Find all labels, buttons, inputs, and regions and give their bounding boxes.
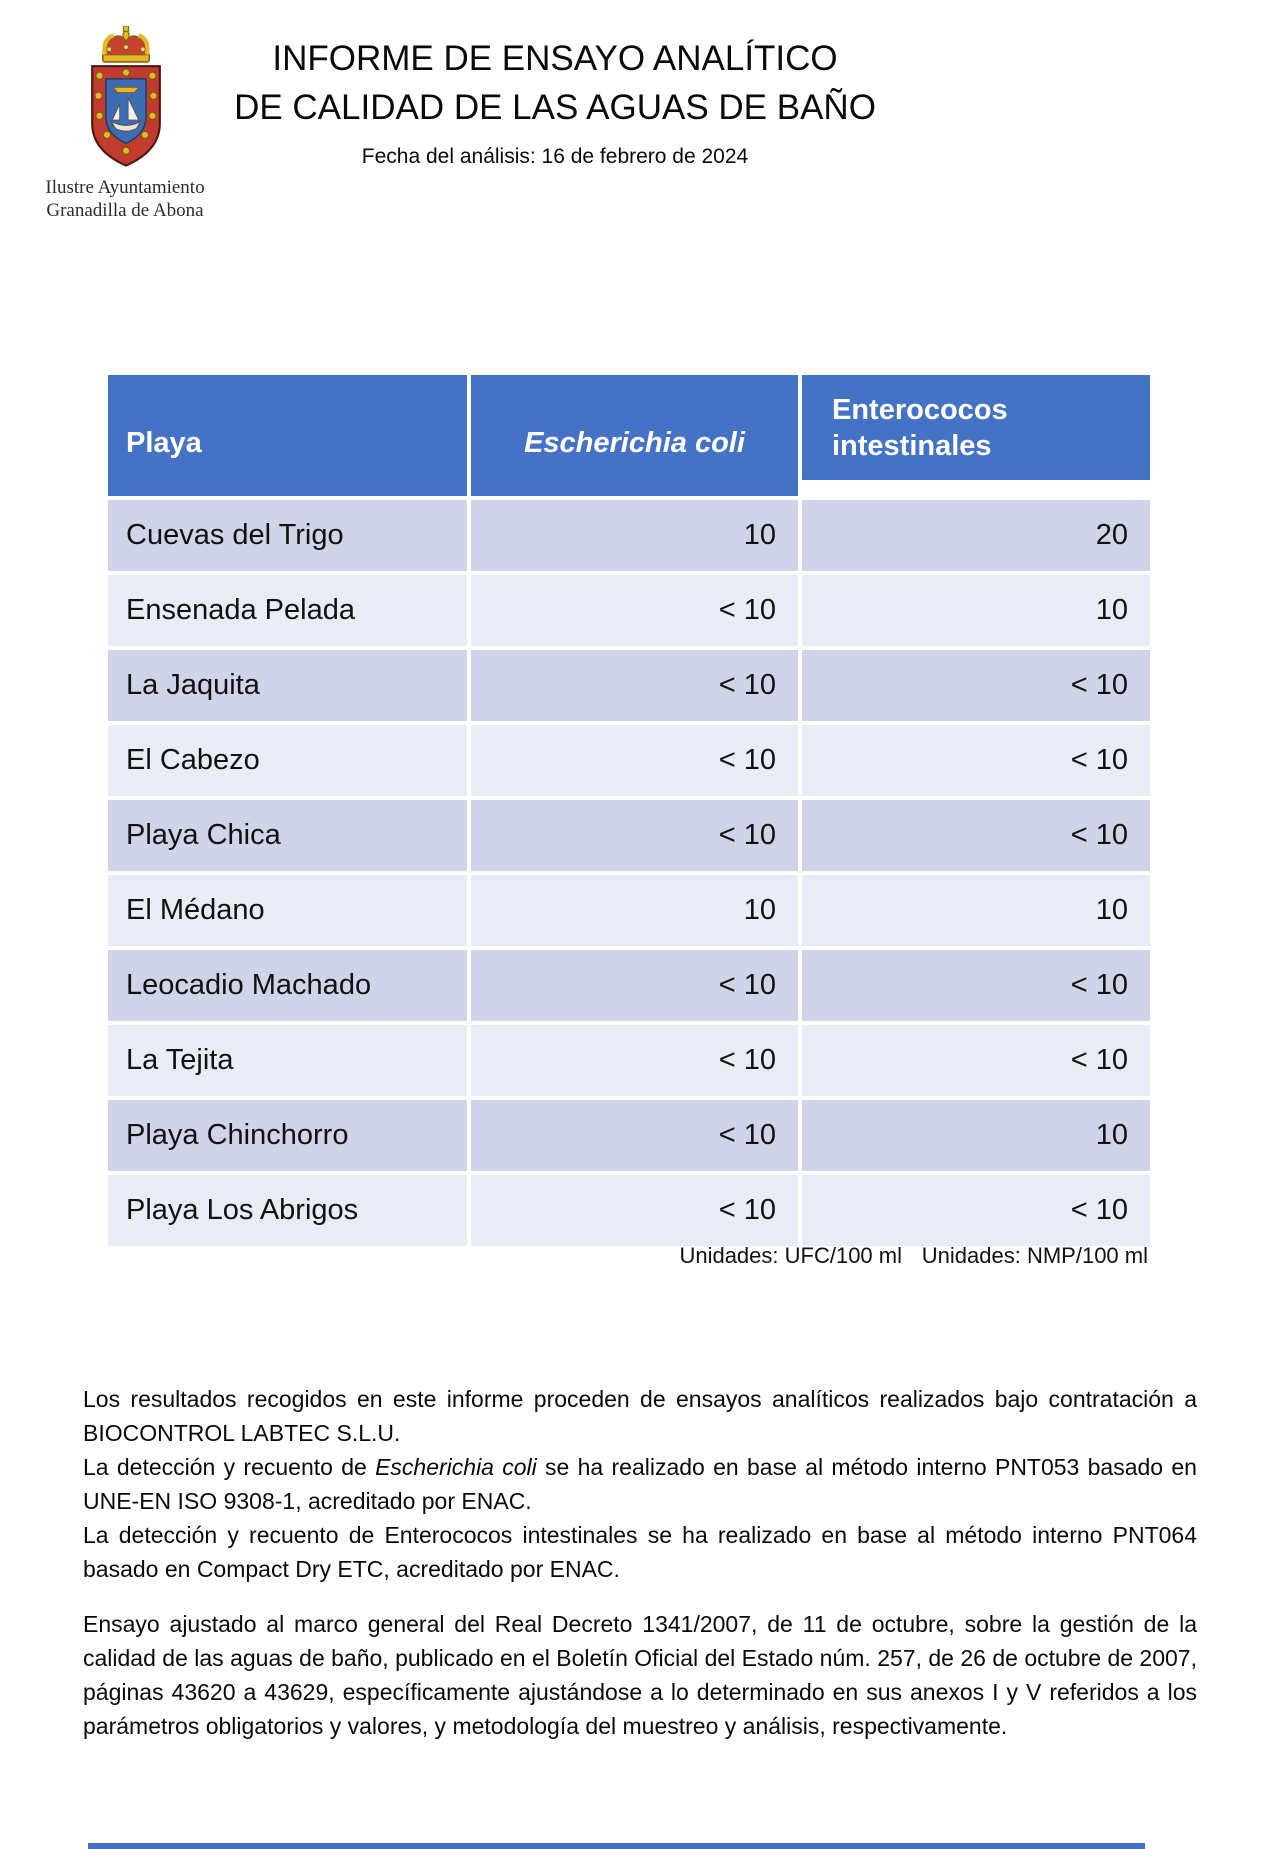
column-header-playa: Playa [108, 375, 467, 496]
note-ecoli-method-suffix: se ha realizado en base al método intern… [83, 1454, 1197, 1514]
beach-name-cell: Ensenada Pelada [108, 575, 467, 646]
ecoli-value-cell: < 10 [471, 1100, 798, 1171]
ecoli-value-cell: 10 [471, 875, 798, 946]
units-row: Unidades: UFC/100 ml Unidades: NMP/100 m… [108, 1243, 1150, 1273]
beach-name-cell: El Médano [108, 875, 467, 946]
ecoli-value-cell: < 10 [471, 575, 798, 646]
crown-icon [101, 26, 151, 63]
beach-name-cell: El Cabezo [108, 725, 467, 796]
ecoli-value-cell: < 10 [471, 725, 798, 796]
organization-name: Ilustre Ayuntamiento Granadilla de Abona [10, 176, 240, 222]
ecoli-value-cell: < 10 [471, 650, 798, 721]
entero-value-cell: 10 [802, 1100, 1150, 1171]
entero-value-cell: 10 [802, 575, 1150, 646]
municipal-crest-icon [91, 26, 161, 167]
entero-value-cell: 10 [802, 875, 1150, 946]
beach-name-cell: Playa Chica [108, 800, 467, 871]
entero-value-cell: 20 [802, 500, 1150, 571]
units-entero-label: Unidades: NMP/100 ml [921, 1243, 1148, 1268]
organization-line2: Granadilla de Abona [46, 200, 204, 221]
footer-notes: Los resultados recogidos en este informe… [83, 1382, 1197, 1743]
note-entero-method: La detección y recuento de Enterococos i… [83, 1522, 1197, 1582]
column-header-ecoli: Escherichia coli [471, 375, 798, 496]
page-title-line1: INFORME DE ENSAYO ANALÍTICO [272, 39, 838, 78]
note-contracting-lab: Los resultados recogidos en este informe… [83, 1386, 1197, 1446]
beach-name-cell: La Tejita [108, 1025, 467, 1096]
page-title-line2: DE CALIDAD DE LAS AGUAS DE BAÑO [234, 88, 876, 127]
shield-icon [91, 65, 161, 167]
ecoli-value-cell: < 10 [471, 950, 798, 1021]
ship-icon [109, 86, 143, 132]
note-ecoli-method: La detección y recuento de Escherichia c… [83, 1450, 1197, 1518]
note-ecoli-method-species: Escherichia coli [375, 1454, 537, 1480]
ecoli-value-cell: < 10 [471, 1175, 798, 1246]
entero-value-cell: < 10 [802, 1025, 1150, 1096]
entero-value-cell: < 10 [802, 800, 1150, 871]
analysis-date: Fecha del análisis: 16 de febrero de 202… [361, 145, 749, 168]
organization-line1: Ilustre Ayuntamiento [45, 177, 205, 198]
entero-value-cell: < 10 [802, 950, 1150, 1021]
ecoli-value-cell: 10 [471, 500, 798, 571]
beach-name-cell: Playa Los Abrigos [108, 1175, 467, 1246]
units-ecoli-label: Unidades: UFC/100 ml [679, 1243, 902, 1268]
beach-name-cell: La Jaquita [108, 650, 467, 721]
column-header-enterococos: Enterococos intestinales [802, 375, 1150, 480]
beach-name-cell: Leocadio Machado [108, 950, 467, 1021]
water-quality-table: Playa Escherichia coli Enterococos intes… [108, 375, 1150, 1246]
entero-value-cell: < 10 [802, 650, 1150, 721]
report-header: INFORME DE ENSAYO ANALÍTICO DE CALIDAD D… [225, 34, 885, 169]
entero-value-cell: < 10 [802, 725, 1150, 796]
entero-value-cell: < 10 [802, 1175, 1150, 1246]
note-ecoli-method-prefix: La detección y recuento de [83, 1454, 376, 1480]
ecoli-value-cell: < 10 [471, 800, 798, 871]
note-legal-framework: Ensayo ajustado al marco general del Rea… [83, 1611, 1197, 1739]
beach-name-cell: Cuevas del Trigo [108, 500, 467, 571]
next-page-element-cutoff-bar [88, 1843, 1145, 1849]
beach-name-cell: Playa Chinchorro [108, 1100, 467, 1171]
ecoli-value-cell: < 10 [471, 1025, 798, 1096]
